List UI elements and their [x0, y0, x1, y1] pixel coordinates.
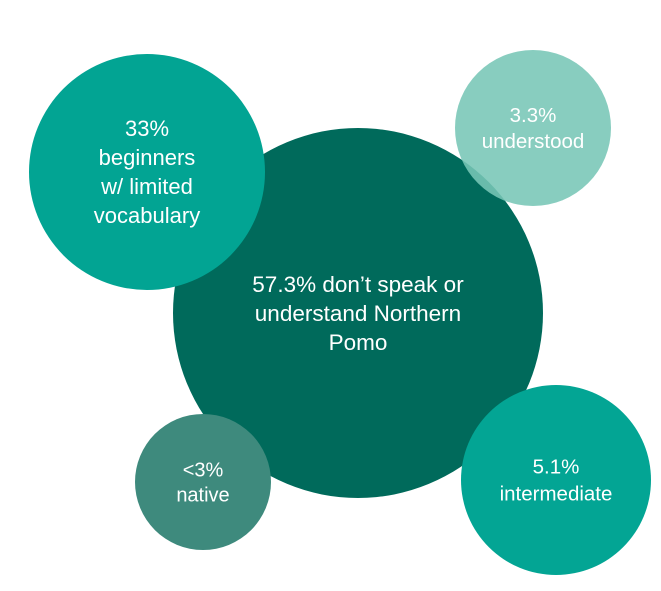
bubble-beginners-label-line: 33% [125, 116, 169, 141]
bubble-main-label-line: understand Northern [255, 301, 461, 326]
bubble-beginners-label-line: w/ limited [100, 174, 193, 199]
bubble-main: 57.3% don’t speak or understand Northern P… [173, 128, 543, 498]
bubble-intermediate-label-line: 5.1% [533, 456, 580, 479]
bubble-intermediate-label: 5.1% intermediate [500, 456, 613, 506]
bubble-native-label: <3% native [176, 460, 229, 507]
bubble-understood-circle [455, 50, 611, 206]
bubble-native-label-line: native [176, 485, 229, 507]
bubble-main-label: 57.3% don’t speak or understand Northern P… [252, 272, 464, 355]
bubble-beginners-label-line: vocabulary [94, 203, 200, 228]
bubble-main-label-line: 57.3% don’t speak or [252, 272, 464, 297]
bubble-main-circle [173, 128, 543, 498]
bubble-native: <3% native [135, 414, 271, 550]
bubble-understood: 3.3% understood [455, 50, 611, 206]
bubble-native-label-line: <3% [183, 460, 224, 482]
bubble-native-circle [135, 414, 271, 550]
bubble-intermediate-circle [461, 385, 651, 575]
bubble-understood-label-line: understood [482, 130, 585, 153]
bubble-beginners-circle [29, 54, 265, 290]
bubble-intermediate: 5.1% intermediate [461, 385, 651, 575]
bubble-beginners-label-line: beginners [99, 145, 196, 170]
bubble-understood-label-line: 3.3% [510, 104, 557, 127]
bubble-beginners: 33% beginners w/ limited vocabulary [29, 54, 265, 290]
bubble-intermediate-label-line: intermediate [500, 483, 613, 506]
bubble-beginners-label: 33% beginners w/ limited vocabulary [94, 116, 200, 228]
bubble-main-label-line: Pomo [329, 330, 388, 355]
bubble-understood-label: 3.3% understood [482, 104, 585, 153]
